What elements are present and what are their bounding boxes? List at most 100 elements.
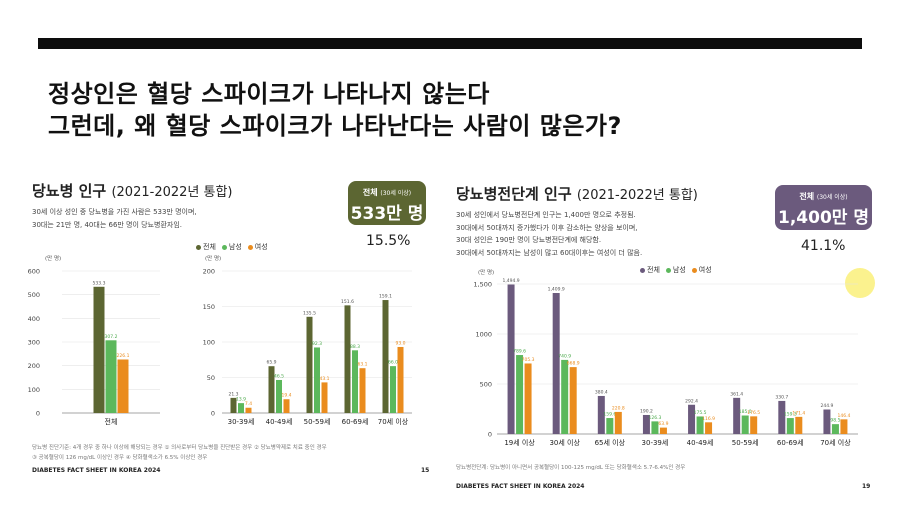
right-data-label: 220.8 xyxy=(612,405,625,411)
right-x-tick: 30세 이상 xyxy=(549,438,580,447)
left-footer: DIABETES FACT SHEET IN KOREA 2024 xyxy=(32,467,161,474)
left-description: 30세 이상 성인 중 당뇨병을 가진 사람은 533만 명이며, 30대는 2… xyxy=(32,206,197,232)
left-age-data-label: 159.1 xyxy=(379,294,392,300)
right-bar-male xyxy=(741,415,749,434)
legend-label: 전체 xyxy=(203,243,216,251)
left-total-badge: 전체 (30세 이상) 533만 명 xyxy=(348,181,426,225)
left-age-y-unit: (만 명) xyxy=(205,254,221,262)
right-x-tick: 50-59세 xyxy=(732,438,759,447)
left-age-bar-total xyxy=(268,366,275,413)
right-footnote: 당뇨병전단계: 당뇨병이 아니면서 공복혈당이 100-125 mg/dL 또는… xyxy=(456,465,686,471)
right-data-label: 63.9 xyxy=(658,421,668,427)
right-bar-male xyxy=(696,416,704,434)
right-title-period: (2021-2022년 통합) xyxy=(576,188,698,203)
left-age-data-label: 13.9 xyxy=(236,397,246,403)
left-total-y-tick: 0 xyxy=(36,410,40,418)
left-age-bar-total xyxy=(344,305,351,413)
left-title-period: (2021-2022년 통합) xyxy=(111,185,233,200)
right-bar-male xyxy=(561,359,569,434)
headline-line-2: 그런데, 왜 혈당 스파이크가 나타난다는 사람이 많은가? xyxy=(48,112,622,140)
right-data-label: 185.0 xyxy=(739,409,752,415)
left-age-y-tick: 150 xyxy=(203,303,215,311)
right-bar-female xyxy=(524,363,532,434)
left-age-bar-female xyxy=(397,346,404,413)
right-data-label: 789.6 xyxy=(513,349,526,355)
left-badge-label: 전체 xyxy=(362,188,378,197)
right-y-tick: 1,500 xyxy=(473,281,492,289)
left-age-bar-male xyxy=(238,403,244,413)
right-bar-total xyxy=(823,409,831,434)
highlight-circle xyxy=(845,268,875,298)
right-bar-female xyxy=(795,416,803,434)
left-total-y-tick: 500 xyxy=(28,291,40,299)
right-desc-line-2: 30대에서 50대까지 증가했다가 이후 감소하는 양상을 보이며, xyxy=(456,223,638,232)
left-total-y-tick: 200 xyxy=(28,362,40,370)
legend-dot xyxy=(665,267,671,273)
left-age-y-tick: 200 xyxy=(203,268,215,276)
right-data-label: 705.3 xyxy=(522,357,535,363)
right-desc-line-1: 30세 성인에서 당뇨병전단계 인구는 1,400만 명으로 추정됨. xyxy=(456,211,636,219)
right-bar-male xyxy=(606,418,614,434)
left-desc-line-2: 30대는 21만 명, 40대는 66만 명이 당뇨병환자임. xyxy=(32,221,183,229)
left-legend-male: 남성 xyxy=(221,242,242,252)
right-legend-male: 남성 xyxy=(665,265,686,275)
left-age-bar-male xyxy=(390,366,396,413)
right-legend-female: 여성 xyxy=(691,265,712,275)
left-chart-title: 당뇨병 인구 (2021-2022년 통합) xyxy=(32,180,232,201)
right-page-number: 19 xyxy=(862,483,871,490)
left-age-y-tick: 100 xyxy=(203,339,215,347)
left-footnote-line-1: 당뇨병 진단기준: 4개 경우 중 하나 이상에 해당되는 경우 ① 의사로부터… xyxy=(32,445,327,451)
right-data-label: 171.4 xyxy=(792,410,805,416)
right-data-label: 159.6 xyxy=(603,412,616,418)
legend-dot xyxy=(691,267,697,273)
left-total-y-tick: 100 xyxy=(28,386,40,394)
right-desc-line-3: 30대 성인은 190만 명이 당뇨병전단계에 해당함. xyxy=(456,236,602,244)
right-bar-female xyxy=(659,427,667,434)
left-age-data-label: 65.9 xyxy=(266,360,276,366)
right-bar-male xyxy=(831,424,839,434)
right-bar-female xyxy=(569,367,577,434)
right-bar-female xyxy=(614,411,622,434)
right-x-tick: 65세 이상 xyxy=(595,438,626,447)
right-data-label: 190.2 xyxy=(640,408,653,414)
right-x-tick: 70세 이상 xyxy=(820,438,851,447)
left-legend: 전체 남성 여성 xyxy=(196,242,268,252)
left-age-data-label: 151.6 xyxy=(341,299,354,305)
left-age-x-tick: 70세 이상 xyxy=(378,417,409,426)
right-data-label: 1,409.9 xyxy=(548,287,565,293)
left-total-data-label: 307.2 xyxy=(105,334,118,340)
right-title-text: 당뇨병전단계 인구 xyxy=(456,185,572,203)
left-age-x-tick: 40-49세 xyxy=(266,417,293,426)
left-legend-total: 전체 xyxy=(196,242,216,252)
left-footnote-line-2: ③ 공복혈당이 126 mg/dL 이상인 경우 ④ 당화혈색소가 6.5% 이… xyxy=(32,455,208,461)
right-bar-female xyxy=(705,422,713,434)
left-age-bar-total xyxy=(306,316,313,413)
right-x-tick: 30-39세 xyxy=(642,438,669,447)
left-age-y-tick: 50 xyxy=(207,374,215,382)
left-total-data-label: 226.1 xyxy=(117,353,130,359)
right-y-tick: 0 xyxy=(488,431,492,439)
right-bar-female xyxy=(750,416,758,434)
legend-dot xyxy=(196,244,201,250)
legend-label: 남성 xyxy=(228,243,242,251)
right-data-label: 159.3 xyxy=(784,412,797,418)
legend-dot xyxy=(247,244,253,250)
right-data-label: 175.5 xyxy=(694,410,707,416)
left-age-bar-female xyxy=(245,407,252,413)
headline-line-1: 정상인은 혈당 스파이크가 나타나지 않는다 xyxy=(48,80,490,108)
left-total-y-tick: 600 xyxy=(28,268,40,276)
left-total-bar-female xyxy=(117,359,129,413)
left-age-x-tick: 50-59세 xyxy=(304,417,331,426)
right-data-label: 244.9 xyxy=(820,403,833,409)
top-bar xyxy=(38,38,862,49)
right-bar-total xyxy=(642,414,650,434)
right-data-label: 126.3 xyxy=(648,415,661,421)
right-data-label: 330.7 xyxy=(775,394,788,400)
left-age-data-label: 135.5 xyxy=(303,310,316,316)
legend-label: 여성 xyxy=(698,266,712,274)
left-total-y-tick: 400 xyxy=(28,315,40,323)
left-age-data-label: 63.1 xyxy=(357,362,367,368)
right-data-label: 176.5 xyxy=(747,410,760,416)
left-age-x-tick: 30-39세 xyxy=(228,417,255,426)
